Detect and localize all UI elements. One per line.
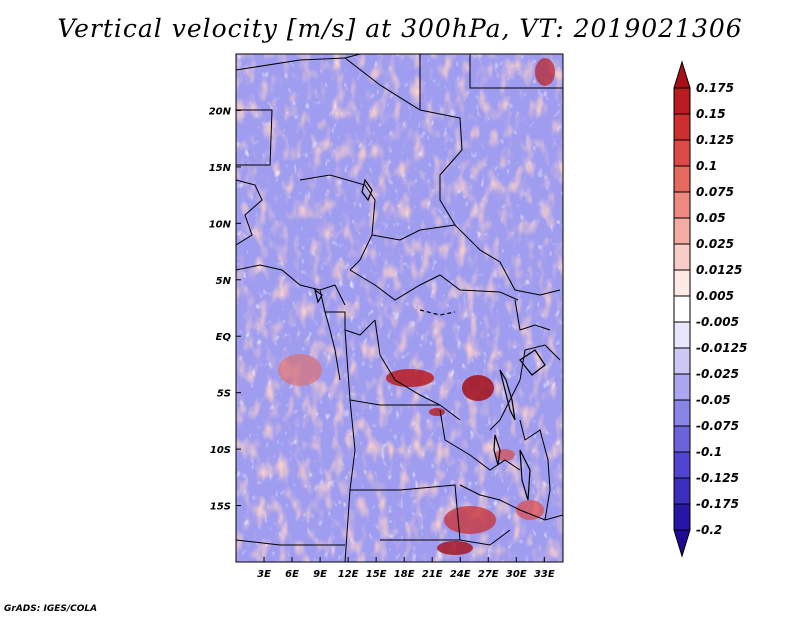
colorbar-swatch	[673, 373, 691, 401]
colorbar-label: -0.005	[696, 315, 739, 329]
velocity-field	[236, 54, 563, 562]
lon-tick-label: 9E	[313, 569, 327, 580]
colorbar-swatch	[673, 165, 691, 193]
colorbar-label: -0.025	[696, 367, 739, 381]
colorbar-bottom-arrow	[673, 529, 691, 558]
colorbar-swatch	[673, 269, 691, 297]
colorbar-swatch	[673, 347, 691, 375]
colorbar-top-arrow	[673, 60, 691, 89]
colorbar-swatch	[673, 503, 691, 531]
lon-tick-label: 24E	[450, 569, 471, 580]
country-boundaries	[236, 54, 563, 562]
colorbar-label: 0.175	[696, 81, 734, 95]
map-title: Vertical velocity [m/s] at 300hPa, VT: 2…	[57, 14, 743, 43]
colorbar-swatch	[673, 217, 691, 245]
latitude-axis: 20N 15N 10N 5N EQ 5S 10S 15S	[209, 106, 241, 513]
colorbar: 0.175 0.15 0.125 0.1 0.075 0.05 0.025 0.0125 0.0…	[673, 60, 747, 558]
colorbar-label: 0.15	[696, 107, 726, 121]
grads-credit: GrADS: IGES/COLA	[4, 604, 98, 614]
plot-frame	[235, 53, 564, 563]
colorbar-label: 0.025	[696, 237, 734, 251]
colorbar-swatch	[673, 243, 691, 271]
lat-tick-label: 5N	[216, 276, 232, 287]
lon-tick-label: 33E	[534, 569, 555, 580]
lon-tick-label: 18E	[394, 569, 415, 580]
colorbar-label: 0.075	[696, 185, 734, 199]
colorbar-label: -0.125	[696, 471, 739, 485]
lon-tick-label: 30E	[506, 569, 527, 580]
colorbar-swatch	[673, 425, 691, 453]
lon-tick-label: 6E	[285, 569, 299, 580]
colorbar-label: -0.0125	[696, 341, 747, 355]
lat-tick-label: 15N	[209, 163, 232, 174]
colorbar-label: 0.0125	[696, 263, 742, 277]
colorbar-label: -0.05	[696, 393, 731, 407]
colorbar-swatch	[673, 87, 691, 115]
colorbar-label: -0.2	[696, 523, 722, 537]
lat-tick-label: EQ	[216, 332, 232, 343]
colorbar-label: -0.075	[696, 419, 739, 433]
colorbar-label: -0.1	[696, 445, 722, 459]
lat-tick-label: 10N	[209, 219, 232, 230]
colorbar-label: 0.125	[696, 133, 734, 147]
colorbar-swatch	[673, 477, 691, 505]
lon-tick-label: 3E	[257, 569, 271, 580]
lat-tick-label: 15S	[210, 502, 231, 513]
colorbar-swatch	[673, 451, 691, 479]
colorbar-swatch	[673, 191, 691, 219]
lakes	[314, 178, 546, 501]
colorbar-swatch	[673, 399, 691, 427]
lat-tick-label: 5S	[217, 389, 231, 400]
colorbar-swatch	[673, 113, 691, 141]
longitude-axis: 3E 6E 9E 12E 15E 18E 21E 24E 27E 30E 33E	[257, 557, 555, 580]
colorbar-label: 0.005	[696, 289, 734, 303]
lon-tick-label: 27E	[478, 569, 499, 580]
colorbar-swatch	[673, 295, 691, 323]
colorbar-swatch	[673, 139, 691, 167]
strong-updraft-patches	[278, 58, 555, 555]
lon-tick-label: 15E	[366, 569, 387, 580]
colorbar-swatch	[673, 321, 691, 349]
lon-tick-label: 21E	[422, 569, 443, 580]
lat-tick-label: 10S	[210, 445, 231, 456]
colorbar-label: 0.05	[696, 211, 726, 225]
lon-tick-label: 12E	[338, 569, 359, 580]
colorbar-label: 0.1	[696, 159, 717, 173]
lat-tick-label: 20N	[209, 106, 232, 117]
colorbar-label: -0.175	[696, 497, 739, 511]
